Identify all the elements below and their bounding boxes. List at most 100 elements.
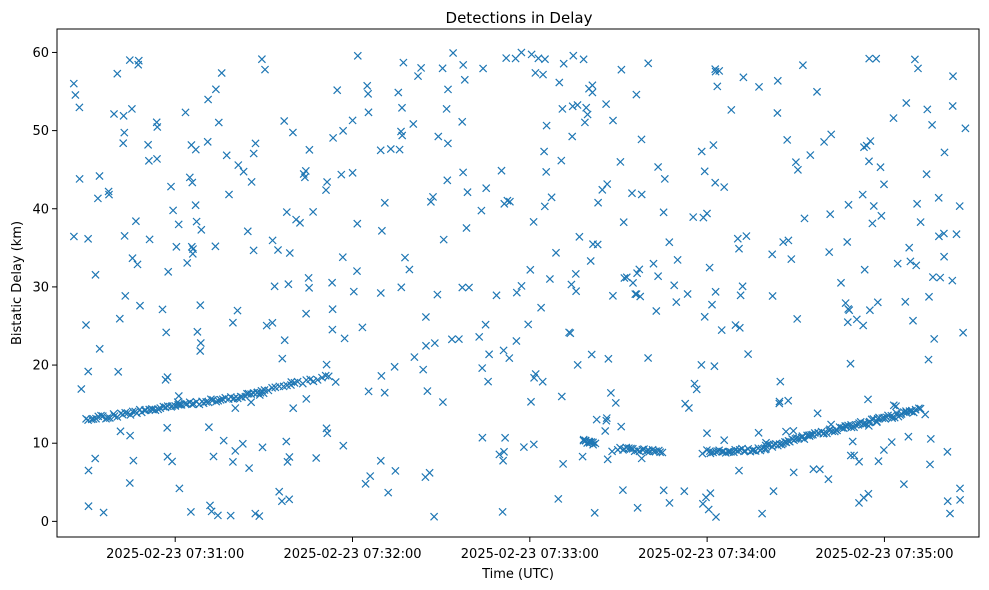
detection-marker: [256, 388, 265, 397]
detection-marker: [151, 406, 160, 415]
detection-marker: [683, 289, 692, 299]
detection-marker: [502, 54, 511, 63]
detection-marker: [726, 447, 735, 456]
detection-marker: [226, 511, 235, 520]
detection-marker: [588, 438, 598, 447]
detection-marker: [119, 139, 128, 148]
detection-marker: [936, 273, 945, 282]
detection-marker: [168, 457, 177, 466]
detection-marker: [126, 410, 135, 419]
detection-marker: [582, 103, 591, 112]
detection-marker: [114, 367, 123, 376]
y-tick-label: 50: [32, 124, 49, 139]
detection-marker: [654, 272, 663, 281]
detection-marker: [477, 206, 486, 215]
detection-marker: [380, 198, 389, 207]
detection-marker: [758, 509, 767, 518]
detection-marker: [893, 259, 902, 268]
detection-marker: [129, 456, 138, 465]
x-tick-label: 2025-02-23 07:31:00: [106, 547, 244, 562]
detection-marker: [877, 211, 886, 220]
detection-marker: [172, 242, 181, 251]
detection-marker: [353, 219, 362, 228]
detection-marker: [660, 174, 669, 183]
detection-marker: [187, 140, 196, 150]
detection-marker: [234, 161, 243, 170]
detection-marker: [278, 354, 287, 363]
detection-marker: [249, 149, 258, 158]
detection-marker: [847, 423, 856, 432]
detection-marker: [211, 242, 220, 251]
detection-marker: [219, 436, 228, 445]
detection-marker: [214, 396, 223, 405]
detection-marker: [864, 157, 874, 166]
detection-marker: [364, 387, 373, 396]
detection-marker: [121, 291, 130, 300]
detection-marker: [81, 320, 91, 330]
detection-marker: [77, 384, 86, 394]
detection-marker: [806, 151, 815, 160]
detection-marker: [527, 50, 536, 59]
detection-marker: [505, 354, 514, 363]
detection-marker: [116, 427, 125, 436]
detection-marker: [377, 371, 386, 380]
detection-marker: [152, 154, 162, 163]
detection-marker: [255, 512, 264, 521]
detection-marker: [603, 180, 612, 189]
detection-marker: [798, 61, 807, 70]
detection-marker: [568, 132, 577, 141]
detection-marker: [511, 54, 520, 63]
detection-marker: [205, 501, 215, 510]
detection-marker: [395, 145, 404, 154]
detection-marker: [217, 68, 226, 78]
detection-marker: [789, 468, 798, 477]
detection-marker: [735, 323, 744, 332]
detection-marker: [619, 218, 628, 227]
detection-marker: [843, 237, 852, 247]
detection-marker: [872, 54, 881, 63]
chart-title: Detections in Delay: [446, 9, 593, 27]
detection-marker: [305, 145, 314, 154]
detection-marker: [162, 328, 171, 337]
detection-marker: [923, 105, 932, 114]
detection-marker: [789, 426, 798, 435]
detection-marker: [421, 341, 431, 350]
detection-marker: [744, 350, 753, 359]
detection-marker: [163, 423, 172, 432]
detection-marker: [166, 182, 176, 191]
y-tick-label: 20: [32, 359, 49, 374]
detection-marker: [257, 55, 266, 64]
detection-marker: [587, 350, 596, 359]
detection-marker: [852, 315, 861, 324]
detection-marker: [324, 372, 333, 381]
detection-marker: [193, 327, 202, 336]
detection-marker: [904, 432, 913, 441]
detection-marker: [659, 486, 668, 495]
detection-marker: [891, 402, 901, 411]
detection-marker: [825, 248, 834, 257]
detection-marker: [462, 223, 471, 233]
detection-marker: [419, 365, 428, 374]
detection-marker: [144, 156, 153, 165]
detection-marker: [827, 130, 836, 139]
detection-marker: [593, 240, 602, 249]
detection-marker: [734, 244, 744, 253]
detection-marker: [925, 460, 935, 469]
detection-marker: [309, 207, 318, 216]
detection-marker: [684, 403, 693, 413]
detection-marker: [478, 433, 487, 442]
detection-marker: [754, 82, 764, 91]
detection-marker: [463, 188, 472, 197]
detection-marker: [611, 398, 620, 407]
detection-marker: [358, 323, 367, 332]
detection-marker: [268, 318, 277, 327]
detection-marker: [126, 431, 135, 440]
detection-marker: [706, 489, 715, 498]
detection-marker: [247, 390, 256, 399]
detection-marker: [608, 116, 618, 125]
detection-marker: [622, 443, 631, 452]
detection-marker: [206, 395, 215, 404]
detection-marker: [517, 281, 526, 290]
detection-marker: [249, 246, 258, 255]
detection-marker: [773, 76, 782, 85]
